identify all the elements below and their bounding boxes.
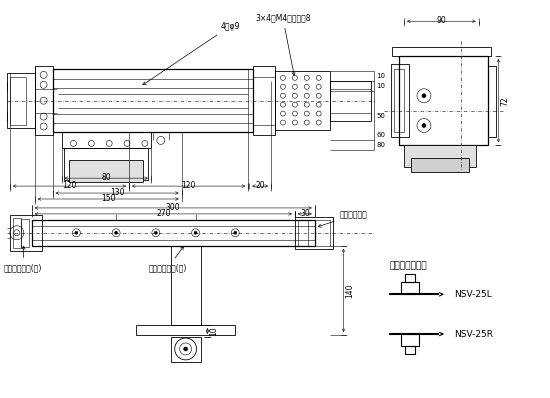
Circle shape (155, 231, 157, 234)
Bar (275, 71, 329, 131)
Text: NSV-25R: NSV-25R (454, 330, 493, 339)
Bar (253, 66, 275, 135)
Bar (10, 215, 42, 251)
Bar (35, 66, 53, 135)
Text: 振動ブロック(後): 振動ブロック(後) (149, 246, 187, 272)
Text: NSV-25L: NSV-25L (454, 290, 492, 299)
Bar (404, 145, 476, 167)
Bar (391, 64, 409, 137)
Text: 72: 72 (500, 96, 509, 105)
Bar (136, 325, 235, 335)
Bar (411, 158, 469, 172)
Bar (329, 81, 371, 121)
Bar (21, 219, 29, 247)
Text: 140: 140 (345, 283, 355, 298)
Bar (10, 77, 26, 125)
Text: 120: 120 (182, 181, 196, 190)
Text: 30: 30 (300, 209, 310, 218)
Text: 振動ブロック(前): 振動ブロック(前) (4, 246, 42, 272)
Bar (405, 275, 415, 283)
Bar (13, 218, 21, 248)
Text: 4－φ9: 4－φ9 (143, 22, 240, 85)
Bar (64, 148, 148, 180)
Text: 300: 300 (166, 203, 180, 212)
Circle shape (75, 231, 78, 234)
Text: 10: 10 (376, 83, 386, 89)
Text: 10: 10 (210, 326, 218, 336)
Bar (315, 220, 329, 246)
Circle shape (234, 231, 236, 234)
Bar (170, 337, 201, 362)
Text: 3×4－M4タップ深8: 3×4－M4タップ深8 (255, 14, 311, 75)
Bar (399, 56, 488, 145)
Bar (405, 346, 415, 354)
Bar (69, 160, 143, 182)
Text: 固定ブロック: 固定ブロック (318, 211, 367, 227)
Text: 50: 50 (376, 113, 385, 119)
Text: 20: 20 (255, 181, 265, 190)
Bar (392, 47, 492, 56)
Text: 60: 60 (376, 133, 386, 139)
Text: 130: 130 (110, 188, 124, 197)
Text: 270: 270 (156, 209, 170, 218)
Text: 80: 80 (101, 173, 111, 182)
Text: 10: 10 (376, 73, 386, 79)
Text: 輸送方向と形式: 輸送方向と形式 (389, 261, 427, 271)
Bar (170, 246, 201, 325)
Bar (295, 217, 333, 249)
Bar (394, 69, 404, 133)
Bar (32, 220, 315, 246)
Bar (488, 66, 497, 137)
Circle shape (184, 347, 188, 351)
Bar (298, 220, 308, 246)
Text: 90: 90 (437, 16, 446, 25)
Bar (7, 73, 35, 129)
Circle shape (422, 94, 426, 98)
Bar (53, 69, 253, 133)
Text: 150: 150 (101, 194, 115, 203)
Text: 80: 80 (376, 142, 386, 148)
Circle shape (194, 231, 197, 234)
Bar (401, 334, 419, 346)
Circle shape (114, 231, 118, 234)
Bar (401, 283, 419, 295)
Circle shape (422, 123, 426, 127)
Text: 120: 120 (62, 181, 76, 190)
Bar (62, 133, 151, 148)
